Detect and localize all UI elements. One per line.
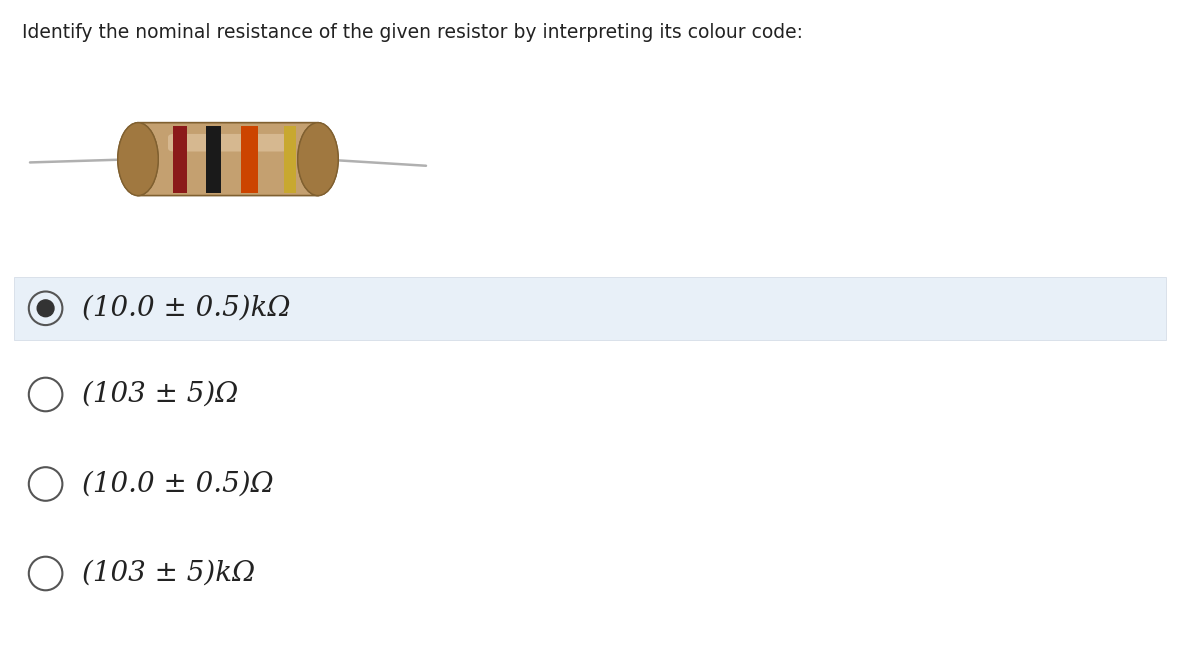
Ellipse shape bbox=[118, 123, 158, 196]
Bar bbox=[173, 125, 187, 193]
Text: (103 ± 5)kΩ: (103 ± 5)kΩ bbox=[82, 560, 254, 587]
Bar bbox=[241, 125, 258, 193]
Bar bbox=[14, 277, 1166, 339]
Text: Identify the nominal resistance of the given resistor by interpreting its colour: Identify the nominal resistance of the g… bbox=[22, 23, 803, 42]
Ellipse shape bbox=[118, 123, 158, 196]
FancyBboxPatch shape bbox=[138, 123, 318, 196]
Ellipse shape bbox=[298, 123, 338, 196]
Text: (10.0 ± 0.5)kΩ: (10.0 ± 0.5)kΩ bbox=[82, 295, 290, 322]
Ellipse shape bbox=[37, 300, 54, 317]
Bar bbox=[284, 125, 296, 193]
Text: (103 ± 5)Ω: (103 ± 5)Ω bbox=[82, 381, 238, 408]
Text: (10.0 ± 0.5)Ω: (10.0 ± 0.5)Ω bbox=[82, 471, 274, 497]
Ellipse shape bbox=[298, 123, 338, 196]
Bar bbox=[206, 125, 222, 193]
FancyBboxPatch shape bbox=[168, 134, 288, 152]
